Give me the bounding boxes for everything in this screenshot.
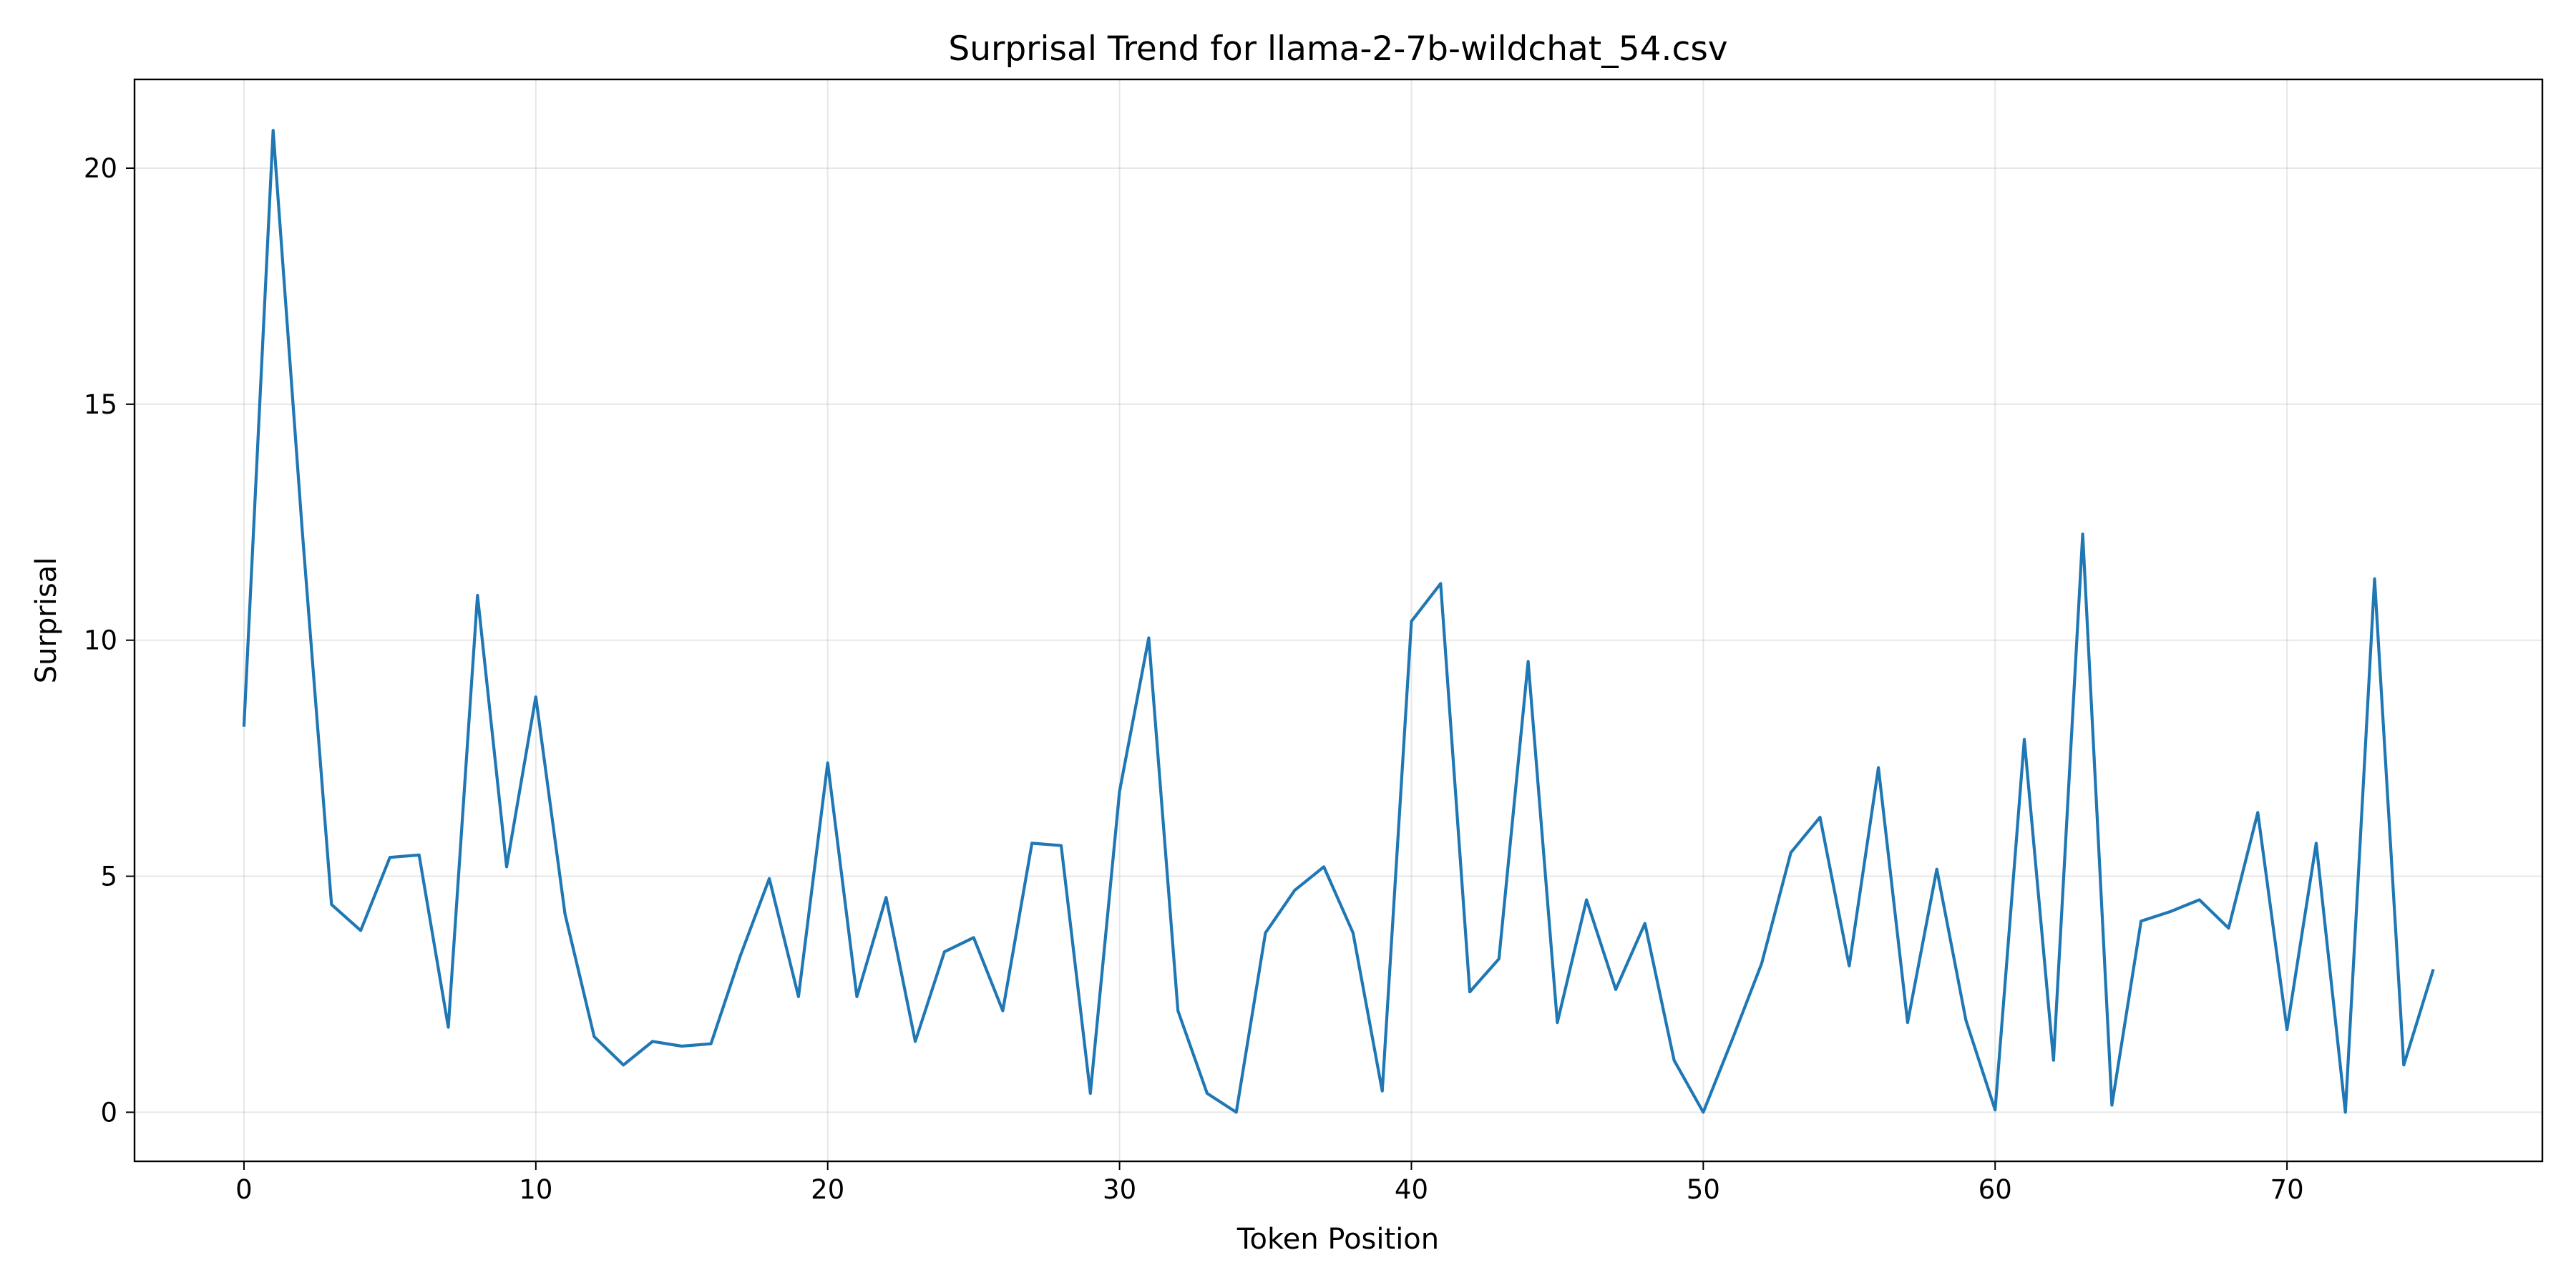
data-point <box>1673 1059 1676 1062</box>
data-point <box>1556 1021 1558 1024</box>
data-point <box>943 950 946 953</box>
data-point <box>1614 988 1617 991</box>
data-point <box>476 594 479 597</box>
data-point <box>2052 1059 2055 1062</box>
data-point <box>330 903 333 906</box>
data-point <box>1089 1092 1092 1095</box>
data-point <box>2285 1028 2288 1031</box>
data-point <box>1731 1038 1734 1040</box>
data-point <box>359 929 362 932</box>
y-tick-label: 15 <box>84 389 117 420</box>
data-point <box>2023 738 2026 741</box>
data-point <box>1964 1019 1967 1022</box>
data-point <box>1030 841 1033 844</box>
data-point <box>738 955 741 958</box>
data-point <box>1877 766 1880 769</box>
data-point <box>505 865 508 868</box>
data-point <box>1848 965 1850 967</box>
y-tick-label: 0 <box>100 1097 117 1128</box>
data-point <box>826 761 829 764</box>
data-point <box>1585 899 1588 902</box>
data-point <box>914 1040 917 1043</box>
data-point <box>2431 970 2434 972</box>
data-point <box>2110 1104 2113 1107</box>
series-line-0 <box>242 129 2435 1114</box>
data-point <box>1819 816 1822 819</box>
data-point <box>301 530 304 533</box>
x-tick-label: 60 <box>1979 1174 2012 1205</box>
data-point <box>2082 532 2084 535</box>
data-point <box>1060 844 1063 847</box>
data-point <box>1468 990 1471 993</box>
x-tick-label: 70 <box>2270 1174 2304 1205</box>
data-point <box>797 995 800 998</box>
y-tick-label: 20 <box>84 153 117 184</box>
data-point <box>1264 932 1267 935</box>
data-point <box>389 856 391 859</box>
x-tick-label: 30 <box>1103 1174 1136 1205</box>
data-point <box>1498 957 1501 960</box>
data-point <box>2344 1111 2347 1113</box>
data-point <box>2315 841 2318 844</box>
data-point <box>2373 577 2376 580</box>
x-tick-label: 50 <box>1687 1174 1720 1205</box>
data-point <box>622 1063 625 1066</box>
data-point <box>1410 620 1413 623</box>
data-point <box>564 912 567 915</box>
data-point <box>1381 1090 1384 1093</box>
data-point <box>1439 582 1442 585</box>
data-point <box>418 854 421 857</box>
data-point <box>243 724 245 727</box>
y-tick-label: 5 <box>100 862 117 892</box>
data-point <box>1206 1092 1209 1095</box>
data-point <box>1352 932 1355 935</box>
data-point <box>1147 636 1150 639</box>
data-point <box>592 1035 595 1038</box>
data-point <box>2169 910 2172 913</box>
data-point <box>1906 1021 1909 1024</box>
data-point <box>2140 919 2142 922</box>
x-tick-label: 40 <box>1395 1174 1428 1205</box>
y-tick-label: 10 <box>84 625 117 656</box>
data-point <box>535 696 537 698</box>
data-point <box>1293 889 1296 892</box>
x-tick-label: 10 <box>519 1174 552 1205</box>
data-point <box>1760 962 1763 965</box>
x-tick-label: 0 <box>235 1174 253 1205</box>
y-axis: 0 5 10 15 20 <box>84 153 135 1128</box>
plot-frame <box>133 78 2544 1163</box>
data-point <box>768 877 771 880</box>
data-point <box>1527 660 1530 663</box>
data-point <box>1001 1010 1004 1013</box>
data-point <box>972 936 975 939</box>
data-point <box>1790 852 1792 854</box>
data-point <box>2198 899 2201 902</box>
data-point <box>1118 790 1121 793</box>
data-point <box>447 1026 450 1029</box>
data-point <box>2402 1063 2405 1066</box>
x-tick-label: 20 <box>811 1174 844 1205</box>
data-point <box>1322 865 1325 868</box>
data-point <box>884 896 887 899</box>
data-point <box>2256 811 2259 814</box>
series-layer <box>242 129 2435 1114</box>
data-point <box>1702 1111 1704 1113</box>
y-axis-label: Surprisal <box>30 557 63 684</box>
data-point <box>651 1040 654 1043</box>
chart-title: Surprisal Trend for llama-2-7b-wildchat_… <box>948 29 1727 69</box>
data-point <box>1644 922 1646 925</box>
data-point <box>710 1043 713 1045</box>
data-point <box>1176 1010 1179 1013</box>
x-axis: 0 10 20 30 40 50 60 70 <box>235 1161 2304 1205</box>
data-point <box>856 995 859 998</box>
x-axis-label: Token Position <box>1236 1223 1439 1256</box>
data-point <box>2228 927 2230 930</box>
data-point <box>1235 1111 1238 1113</box>
data-point <box>1936 868 1938 871</box>
data-point <box>680 1045 683 1048</box>
data-point <box>1994 1108 1996 1111</box>
data-point <box>272 129 275 132</box>
